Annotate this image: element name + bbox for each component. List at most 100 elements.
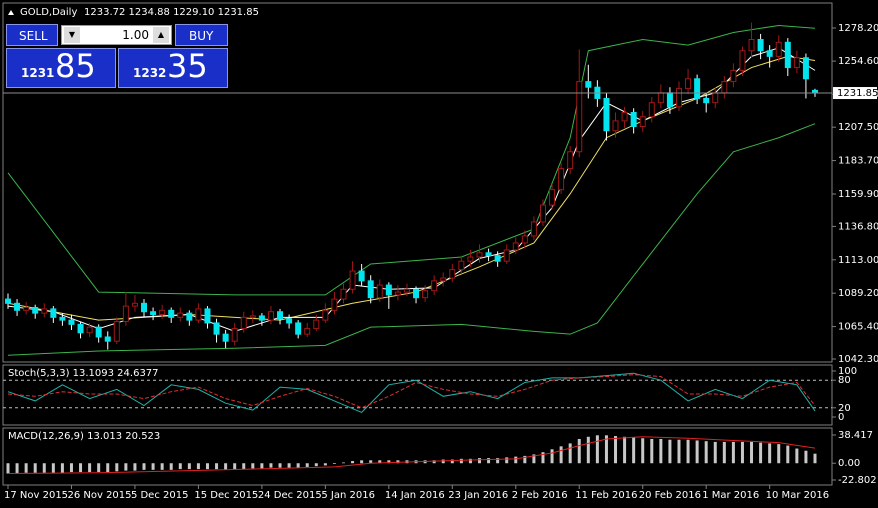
main-frame (2, 2, 833, 363)
macd-bar (296, 463, 300, 468)
candle-body (567, 151, 574, 170)
macd-bar (650, 438, 654, 464)
chart-title: GOLD,Daily (20, 7, 77, 18)
macd-bar (623, 436, 627, 464)
macd-bar (740, 441, 744, 464)
candle-body (267, 311, 274, 321)
y-tick-label: 1065.40 (838, 322, 878, 333)
macd-bar (251, 463, 255, 469)
macd-bar (323, 463, 327, 466)
bid-tail: 85 (55, 47, 96, 85)
price-tag (833, 87, 877, 100)
candle-body (394, 291, 401, 296)
macd-bar (51, 463, 55, 473)
candle-body (177, 312, 184, 318)
macd-bar (178, 463, 182, 470)
macd-bar (604, 435, 608, 464)
candle-body (485, 252, 492, 257)
candle-body (503, 249, 510, 262)
candle-body (621, 111, 628, 122)
macd-bar (205, 463, 209, 470)
lot-down[interactable]: ▼ (64, 27, 80, 43)
macd-bar (432, 460, 436, 464)
price-label: 1231.85 (837, 88, 878, 99)
macd-bar (505, 457, 509, 464)
sell-button[interactable]: SELL (6, 24, 58, 46)
candle-body (41, 308, 48, 314)
macd-bar (79, 463, 83, 473)
candle-body (630, 111, 637, 128)
candle-body (313, 319, 320, 330)
macd-bar (777, 444, 781, 464)
macd-frame (2, 427, 833, 486)
candle-body (657, 92, 664, 104)
candle-body (585, 81, 592, 88)
macd-bar (722, 441, 726, 464)
candle-body (159, 309, 166, 316)
candle-body (59, 316, 66, 321)
candle-body (104, 336, 111, 342)
macd-bar (88, 463, 92, 473)
macd-bar (532, 454, 536, 464)
macd-bar (659, 438, 663, 464)
macd-bar (60, 463, 64, 473)
candle-body (721, 81, 728, 94)
bid-box[interactable]: 1231 85 (6, 47, 116, 88)
candle-body (249, 315, 256, 318)
candle-body (694, 78, 701, 99)
macd-bar (677, 439, 681, 464)
macd-bar (713, 441, 717, 464)
candle-body (558, 168, 565, 191)
candle-body (639, 116, 646, 128)
x-tick-label: 20 Feb 2016 (639, 490, 701, 501)
x-tick-label: 11 Feb 2016 (575, 490, 637, 501)
candle-body (258, 315, 265, 321)
macd-bar (6, 463, 10, 474)
lot-up[interactable]: ▲ (153, 27, 169, 43)
macd-bar (804, 450, 808, 464)
candle-body (530, 221, 537, 237)
x-tick-label: 26 Nov 2015 (67, 490, 131, 501)
macd-bar (287, 463, 291, 468)
candle-body (476, 252, 483, 258)
ask-box[interactable]: 1232 35 (118, 47, 228, 88)
y-tick-label: 80 (838, 375, 851, 386)
macd-bar (695, 440, 699, 464)
macd-bar (750, 441, 754, 464)
candle-body (576, 81, 583, 153)
candle-body (793, 57, 800, 69)
macd-bar (196, 463, 200, 470)
x-tick-label: 10 Mar 2016 (766, 490, 829, 501)
indicator-line (7, 374, 816, 409)
macd-bar (614, 436, 618, 464)
candle-body (521, 235, 528, 244)
y-tick-label: 1159.90 (838, 189, 878, 200)
candle-body (467, 256, 474, 262)
macd-bar (396, 460, 400, 464)
candle-body (322, 309, 329, 321)
candle-body (68, 319, 75, 325)
y-tick-label: 1136.80 (838, 221, 878, 232)
candle-body (141, 302, 148, 313)
stoch-title: Stoch(5,3,3) 13.1093 24.6377 (8, 368, 159, 379)
macd-bar (305, 463, 309, 467)
macd-bar (514, 456, 518, 464)
macd-bar (731, 441, 735, 464)
candle-body (240, 316, 247, 330)
macd-bar (459, 458, 463, 464)
collapse-icon[interactable] (8, 10, 14, 15)
lot-input[interactable]: ▼ 1.00 ▲ (61, 25, 172, 45)
macd-bar (124, 463, 128, 471)
macd-bar (550, 449, 554, 464)
candle-body (195, 308, 202, 321)
macd-bar (468, 458, 472, 464)
candle-body (122, 305, 129, 323)
macd-bar (496, 458, 500, 464)
candle-body (23, 307, 30, 311)
macd-bar (378, 460, 382, 464)
indicator-line (7, 436, 816, 475)
buy-button[interactable]: BUY (175, 24, 228, 46)
y-tick-label: 0.00 (838, 458, 860, 469)
candle-body (730, 69, 737, 83)
